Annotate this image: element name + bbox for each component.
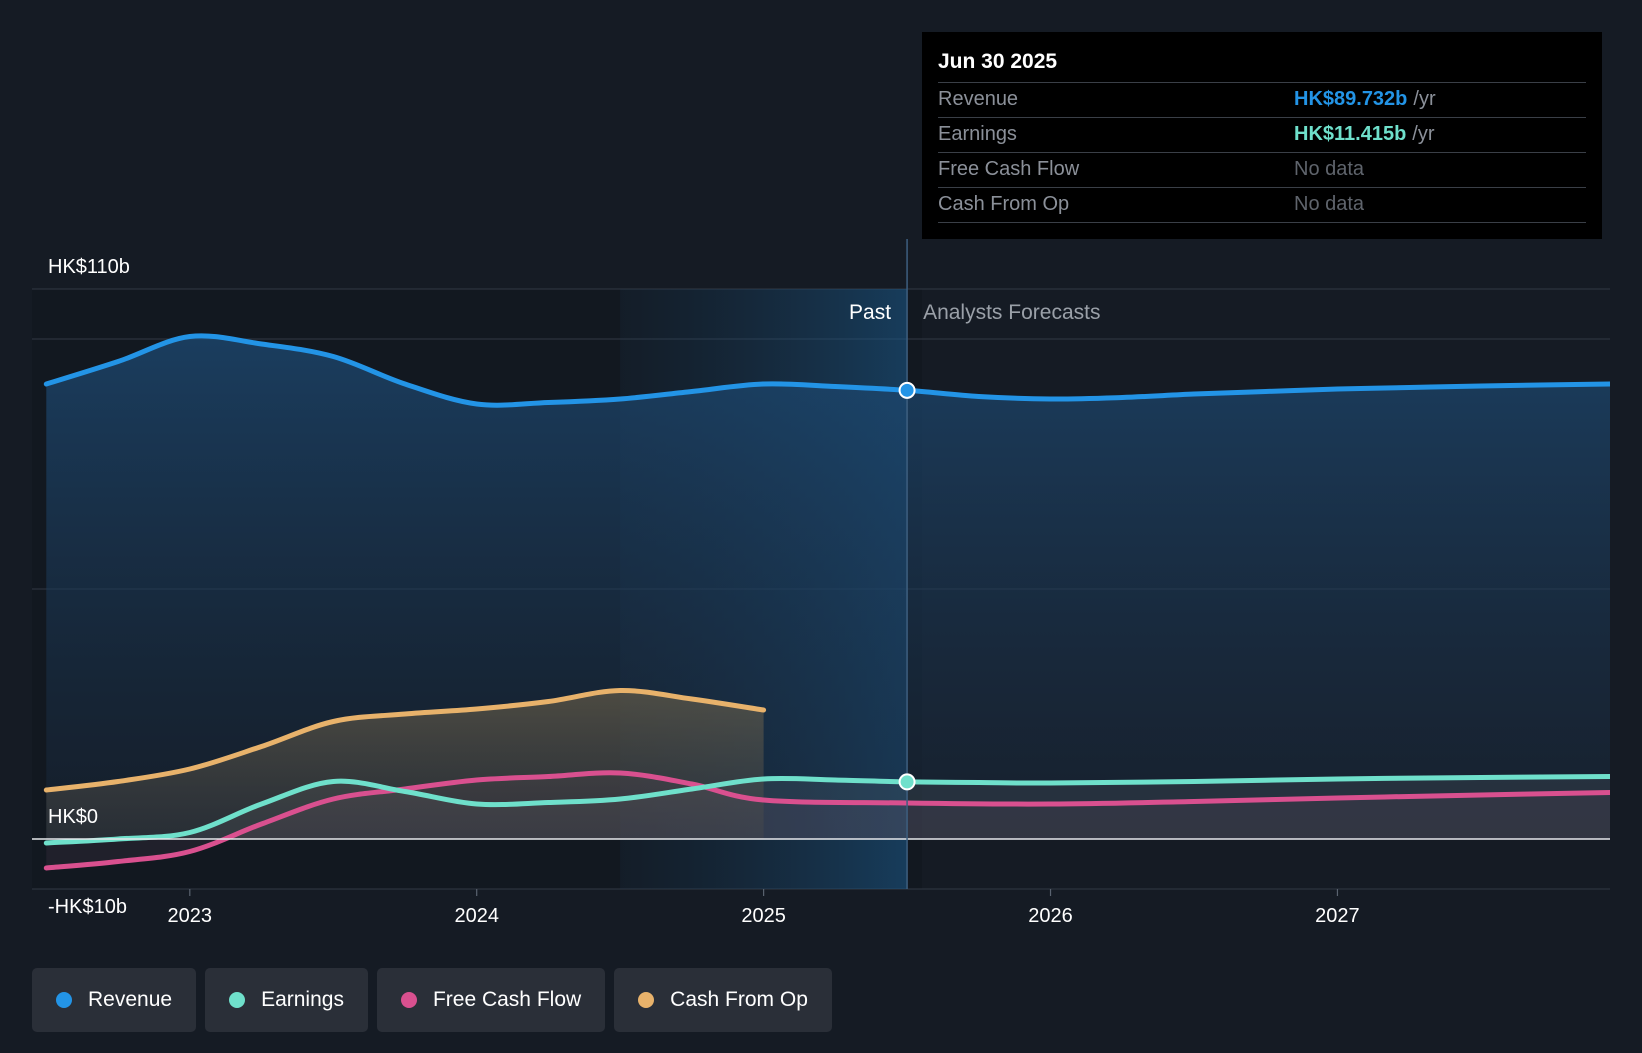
earnings-marker (898, 773, 916, 791)
legend-dot-icon (638, 992, 655, 1008)
free-cash-flow-line (43, 770, 1610, 871)
x-tick-label: 2023 (168, 905, 213, 927)
legend-item-revenue[interactable]: Revenue (32, 968, 197, 1032)
tooltip-value-wrap: HK$89.732b/yr (1294, 83, 1436, 117)
tooltip-label: Free Cash Flow (938, 158, 1080, 180)
legend-item-cash-from-op[interactable]: Cash From Op (614, 968, 832, 1032)
x-tick-label: 2026 (1028, 905, 1073, 927)
legend-label: Cash From Op (670, 988, 808, 1011)
x-tick-label: 2025 (741, 905, 786, 927)
legend-label: Free Cash Flow (432, 988, 582, 1011)
tooltip-row-earnings: Earnings HK$11.415b/yr (938, 118, 1586, 153)
tooltip-value: HK$89.732b (1294, 88, 1408, 110)
y-tick-label: HK$110b (48, 256, 130, 278)
tooltip-row-revenue: Revenue HK$89.732b/yr (938, 83, 1586, 118)
earnings-line (43, 774, 1610, 846)
y-tick-label: -HK$10b (48, 896, 127, 918)
past-label: Past (849, 301, 891, 324)
tooltip-label: Revenue (938, 88, 1019, 110)
forecast-label: Analysts Forecasts (923, 301, 1100, 324)
series-lines (43, 333, 1610, 871)
legend-dot-icon (229, 992, 246, 1008)
tooltip-nodata: No data (1294, 193, 1365, 215)
hover-markers (898, 381, 916, 791)
legend-label: Revenue (88, 988, 173, 1011)
tooltip-label: Earnings (938, 123, 1017, 145)
revenue-marker (898, 381, 916, 399)
x-tick-label: 2024 (454, 905, 499, 927)
legend-label: Earnings (261, 988, 344, 1011)
legend-dot-icon (400, 992, 417, 1008)
cash-from-op-line (43, 687, 767, 793)
tooltip-label: Cash From Op (938, 193, 1070, 215)
tooltip-value-wrap: HK$11.415b/yr (1294, 118, 1435, 152)
legend: Revenue Earnings Free Cash Flow Cash Fro… (32, 968, 832, 1032)
axis-labels: HK$110b HK$0 -HK$10b 2023 2024 2025 2026 2027 Pa… (48, 256, 1360, 927)
series-areas (46, 335, 1610, 868)
legend-dot-icon (56, 992, 72, 1008)
tooltip: Jun 30 2025 Revenue HK$89.732b/yr Earnin… (922, 32, 1602, 239)
y-tick-label: HK$0 (48, 806, 98, 828)
tooltip-date: Jun 30 2025 (938, 46, 1586, 83)
legend-item-earnings[interactable]: Earnings (205, 968, 368, 1032)
tooltip-unit: /yr (1413, 88, 1436, 110)
tooltip-value: HK$11.415b (1294, 123, 1407, 145)
legend-item-free-cash-flow[interactable]: Free Cash Flow (376, 968, 606, 1032)
tooltip-row-cash-from-op: Cash From Op No data (938, 188, 1586, 223)
tooltip-nodata: No data (1294, 158, 1365, 180)
tooltip-unit: /yr (1412, 123, 1435, 145)
x-tick-label: 2027 (1315, 905, 1360, 927)
tooltip-row-free-cash-flow: Free Cash Flow No data (938, 153, 1586, 188)
revenue-line (43, 333, 1610, 408)
